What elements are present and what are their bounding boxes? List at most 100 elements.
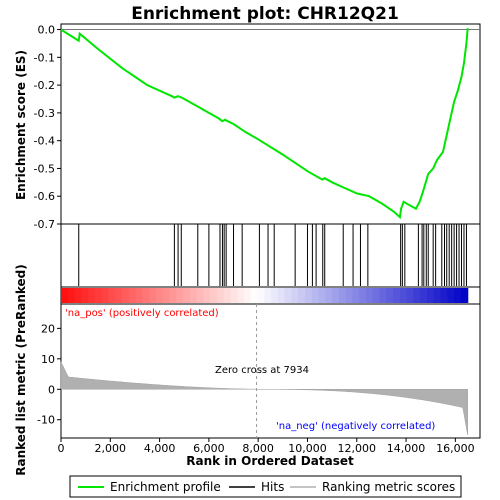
rank-y-tick-label: 10: [41, 353, 55, 366]
x-tick-label: 16,000: [436, 442, 475, 455]
colorbar-segment: [61, 288, 69, 303]
colorbar-segment: [291, 288, 299, 303]
chart-title: Enrichment plot: CHR12Q21: [131, 4, 399, 24]
es-y-tick-label: -0.3: [34, 107, 55, 120]
negative-annotation: 'na_neg' (negatively correlated): [276, 421, 435, 432]
es-profile-line: [60, 28, 469, 220]
colorbar-segment: [454, 288, 462, 303]
colorbar-segment: [413, 288, 421, 303]
x-tick-label: 6,000: [193, 442, 225, 455]
colorbar-segment: [359, 288, 367, 303]
colorbar-segment: [311, 288, 320, 303]
colorbar-segment: [203, 288, 211, 303]
colorbar-segment: [230, 288, 238, 303]
colorbar-segment: [149, 288, 157, 303]
colorbar-segment: [67, 288, 76, 303]
colorbar-segment: [284, 288, 293, 303]
colorbar-segment: [460, 288, 469, 303]
colorbar-segment: [393, 288, 401, 303]
colorbar-segment: [189, 288, 198, 303]
colorbar-segment: [325, 288, 333, 303]
es-y-tick-label: 0.0: [38, 24, 56, 37]
colorbar-segment: [277, 288, 286, 303]
rank-panel-frame: [60, 303, 481, 439]
colorbar-segment: [332, 288, 340, 303]
hits-panel-frame: [60, 223, 481, 288]
colorbar-segment: [128, 288, 137, 303]
colorbar-segment: [169, 288, 177, 303]
colorbar-segment: [352, 288, 360, 303]
rank-y-tick-label: 0: [48, 383, 55, 396]
colorbar-segment: [399, 288, 408, 303]
es-y-tick-label: -0.7: [34, 218, 55, 231]
zero-cross-label: Zero cross at 7934: [215, 365, 309, 376]
rank-y-tick-label: 20: [41, 322, 55, 335]
colorbar-segment: [176, 288, 184, 303]
rank-y-tick-label: -10: [37, 414, 55, 427]
colorbar-segment: [420, 288, 428, 303]
colorbar-segment: [257, 288, 265, 303]
x-tick-label: 0: [58, 442, 65, 455]
colorbar-segment: [372, 288, 381, 303]
rank-metric-panel: 20 10 0 -10 'na_pos' (positively correlated…: [37, 303, 481, 439]
hits-panel: [60, 223, 481, 288]
colorbar-segment: [223, 288, 232, 303]
colorbar-segment: [115, 288, 123, 303]
x-tick-label: 2,000: [95, 442, 127, 455]
colorbar-segment: [210, 288, 218, 303]
x-tick-label: 10,000: [288, 442, 327, 455]
colorbar-segment: [183, 288, 191, 303]
colorbar-segment: [338, 288, 347, 303]
colorbar-segment: [244, 288, 252, 303]
colorbar-segment: [271, 288, 279, 303]
ranking-metric-area: [60, 361, 468, 436]
legend-box: [69, 475, 462, 498]
es-panel: 0.0 -0.1 -0.2 -0.3 -0.4 -0.5 -0.6 -0.7: [34, 23, 481, 231]
colorbar-segment: [366, 288, 374, 303]
colorbar-segment: [406, 288, 415, 303]
legend: Enrichment profile Hits Ranking metric s…: [69, 475, 462, 498]
legend-label-enrichment: Enrichment profile: [110, 480, 221, 494]
es-y-axis-label: Enrichment score (ES): [14, 50, 28, 200]
colorbar-segment: [305, 288, 313, 303]
x-tick-label: 12,000: [338, 442, 377, 455]
colorbar-segment: [155, 288, 164, 303]
es-y-tick-label: -0.2: [34, 79, 55, 92]
colorbar-segment: [74, 288, 82, 303]
colorbar-segment: [162, 288, 171, 303]
rank-colorbar: [60, 286, 481, 305]
colorbar-segment: [237, 288, 245, 303]
x-tick-label: 14,000: [387, 442, 426, 455]
colorbar-segment: [447, 288, 455, 303]
legend-label-hits: Hits: [261, 480, 284, 494]
x-axis-label: Rank in Ordered Dataset: [186, 454, 354, 468]
colorbar-segment: [440, 288, 448, 303]
es-y-tick-label: -0.6: [34, 190, 55, 203]
es-y-tick-label: -0.1: [34, 51, 55, 64]
colorbar-segment: [135, 288, 143, 303]
colorbar-segment: [108, 288, 116, 303]
es-y-tick-label: -0.5: [34, 162, 55, 175]
colorbar-segment: [216, 288, 225, 303]
colorbar-segment: [433, 288, 442, 303]
es-y-tick-label: -0.4: [34, 135, 55, 148]
colorbar-segment: [298, 288, 306, 303]
colorbar-segment: [386, 288, 394, 303]
legend-label-ranking: Ranking metric scores: [322, 480, 455, 494]
rank-y-axis-label: Ranked list metric (PreRanked): [14, 264, 28, 476]
colorbar-segment: [142, 288, 150, 303]
colorbar-segment: [81, 288, 89, 303]
colorbar-segment: [345, 288, 354, 303]
colorbar-segment: [318, 288, 326, 303]
colorbar-segment: [250, 288, 259, 303]
colorbar-segment: [101, 288, 110, 303]
colorbar-segment: [94, 288, 103, 303]
colorbar-segment: [122, 288, 130, 303]
x-tick-label: 4,000: [144, 442, 176, 455]
colorbar-segment: [264, 288, 272, 303]
colorbar-segment: [379, 288, 387, 303]
es-panel-frame: [60, 23, 481, 225]
colorbar-segment: [88, 288, 96, 303]
colorbar-segment: [196, 288, 204, 303]
